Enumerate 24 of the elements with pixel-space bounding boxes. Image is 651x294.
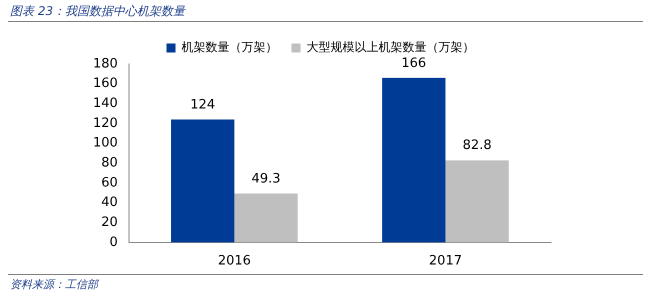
y-tick-label: 140	[92, 96, 118, 112]
data-label: 49.3	[252, 171, 280, 186]
legend-label: 机架数量（万架）	[182, 40, 278, 54]
text: 资料来源：工信部	[10, 277, 98, 292]
y-tick-label: 180	[92, 56, 118, 72]
legend-label: 大型规模以上机架数量（万架）	[306, 40, 474, 54]
y-tick-label: 0	[110, 234, 118, 250]
chart-title: 图表 23：我国数据中心机架数量	[10, 3, 186, 20]
y-tick-label: 80	[101, 155, 118, 170]
y-tick-label: 120	[92, 116, 118, 131]
x-tick-label: 2016	[218, 254, 251, 269]
bar	[382, 78, 446, 242]
y-tick-label: 60	[101, 175, 118, 190]
bar	[234, 194, 298, 242]
bar	[445, 160, 509, 242]
y-tick-label: 40	[101, 195, 118, 210]
x-tick-label: 2017	[428, 254, 462, 269]
data-label: 82.8	[462, 138, 492, 154]
y-tick-label: 160	[92, 76, 118, 92]
data-label: 124	[190, 97, 216, 112]
bar	[171, 120, 234, 242]
y-tick-label: 20	[101, 214, 118, 230]
y-tick-label: 100	[92, 136, 118, 151]
data-label: 166	[401, 56, 426, 71]
